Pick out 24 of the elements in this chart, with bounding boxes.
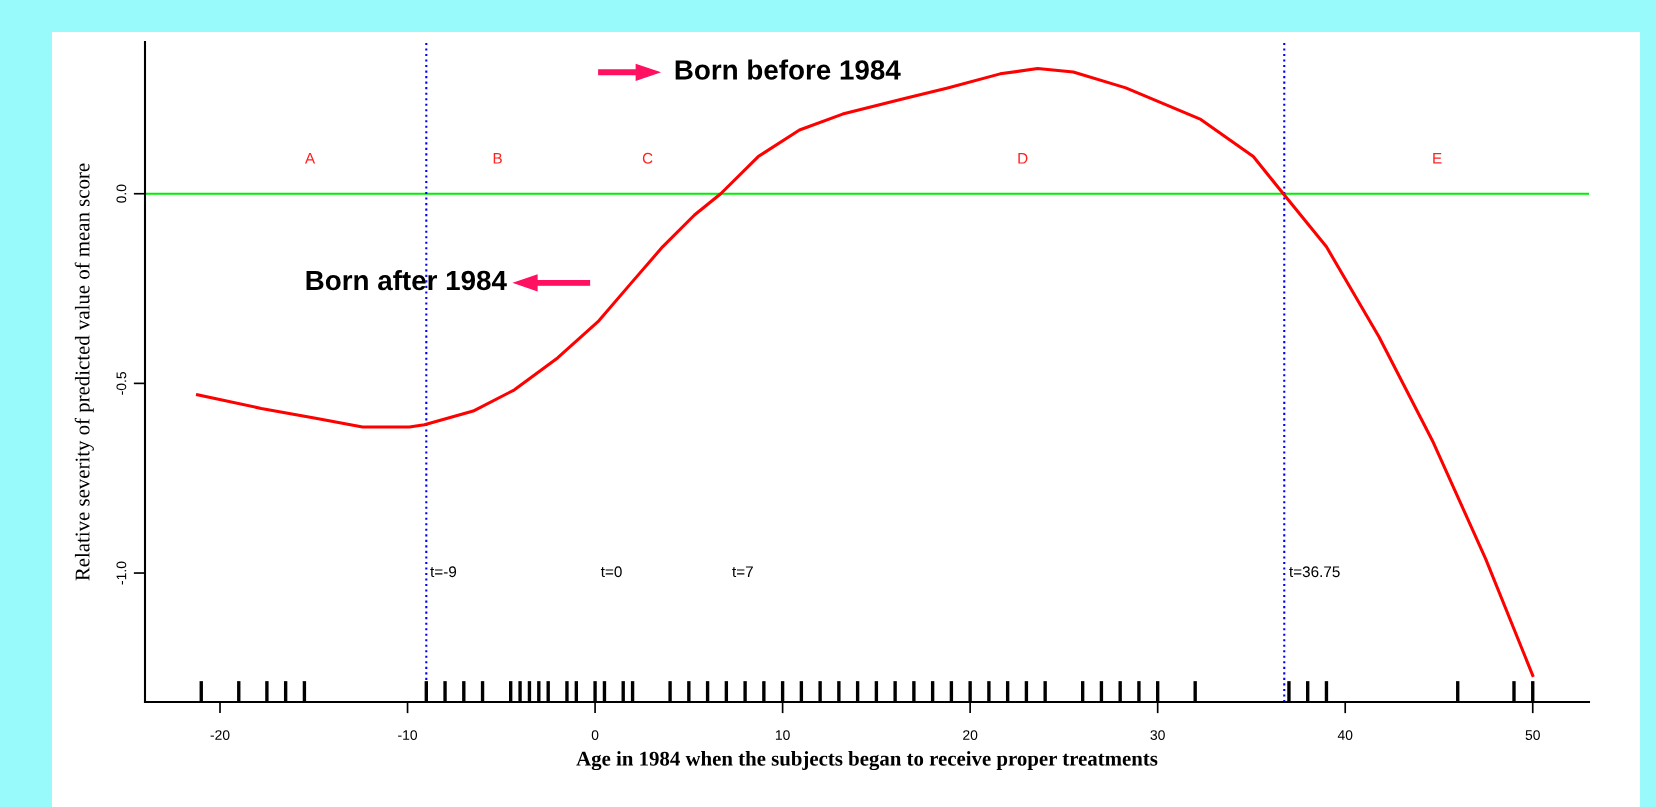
annotation: t=36.75 <box>1289 566 1340 578</box>
x-tick-label: 30 <box>1150 730 1165 740</box>
x-tick-label: 20 <box>963 730 978 740</box>
annotation: t=-9 <box>430 566 457 578</box>
y-tick-label: -0.5 <box>116 371 127 395</box>
annotation: B <box>493 153 502 164</box>
annotation: C <box>642 152 653 164</box>
x-tick-label: 40 <box>1337 730 1353 740</box>
x-tick-label: -10 <box>398 730 418 740</box>
y-tick-label: -1.0 <box>116 561 127 585</box>
x-tick-label: 50 <box>1525 730 1540 740</box>
x-tick-label: 10 <box>775 730 790 740</box>
annotation: t=0 <box>600 566 622 578</box>
annotation: E <box>1433 153 1442 164</box>
annotation: Born after 1984 <box>306 269 507 291</box>
annotation: t=7 <box>732 566 753 578</box>
annotation: Born before 1984 <box>675 59 901 80</box>
annotation: D <box>1018 153 1028 164</box>
x-tick-label: -20 <box>210 730 230 740</box>
x-tick-label: 0 <box>591 730 599 740</box>
annotation: A <box>304 153 316 164</box>
y-axis-title: Relative severity of predicted value of mean score <box>74 163 94 581</box>
x-axis-title: Age in 1984 when the subjects began to receive proper treatments <box>576 751 1158 771</box>
y-tick-label: 0.0 <box>116 184 127 203</box>
